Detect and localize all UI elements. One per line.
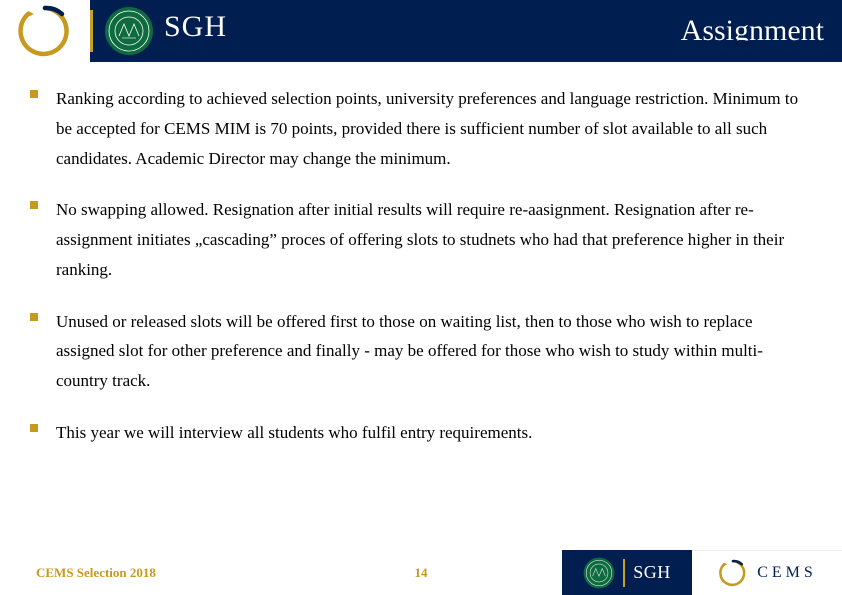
footer-divider xyxy=(623,559,625,587)
footer-sgh-text: SGH xyxy=(633,562,671,583)
sgh-seal-icon xyxy=(104,6,154,56)
bullet-marker xyxy=(30,313,38,321)
footer-cems-block: CEMS xyxy=(692,550,842,595)
bullet-marker xyxy=(30,424,38,432)
footer-sgh-seal-icon xyxy=(583,557,615,589)
logo-ring-area xyxy=(0,0,90,62)
bullet-item: No swapping allowed. Resignation after i… xyxy=(30,195,812,284)
slide-footer: CEMS Selection 2018 14 SGH CEMS xyxy=(0,550,842,595)
bullet-text: Unused or released slots will be offered… xyxy=(56,307,812,396)
ring-logo-icon xyxy=(14,0,76,62)
bullet-text: No swapping allowed. Resignation after i… xyxy=(56,195,812,284)
sgh-logo-text: SGH xyxy=(164,10,227,44)
footer-left-text: CEMS Selection 2018 xyxy=(36,565,156,581)
bullet-text: Ranking according to achieved selection … xyxy=(56,84,812,173)
footer-logos: SGH CEMS xyxy=(562,550,842,595)
footer-ring-icon xyxy=(717,557,749,589)
bullet-marker xyxy=(30,90,38,98)
bullet-item: Unused or released slots will be offered… xyxy=(30,307,812,396)
slide-title: Assignment xyxy=(681,14,824,48)
footer-cems-text: CEMS xyxy=(757,564,817,582)
footer-sgh-block: SGH xyxy=(562,550,692,595)
slide-content: Ranking according to achieved selection … xyxy=(0,62,842,448)
bullet-item: Ranking according to achieved selection … xyxy=(30,84,812,173)
footer-page-number: 14 xyxy=(415,565,428,581)
bullet-text: This year we will interview all students… xyxy=(56,418,532,448)
bullet-marker xyxy=(30,201,38,209)
bullet-item: This year we will interview all students… xyxy=(30,418,812,448)
header-divider xyxy=(90,10,93,52)
slide-header: SGH Assignment xyxy=(0,0,842,62)
